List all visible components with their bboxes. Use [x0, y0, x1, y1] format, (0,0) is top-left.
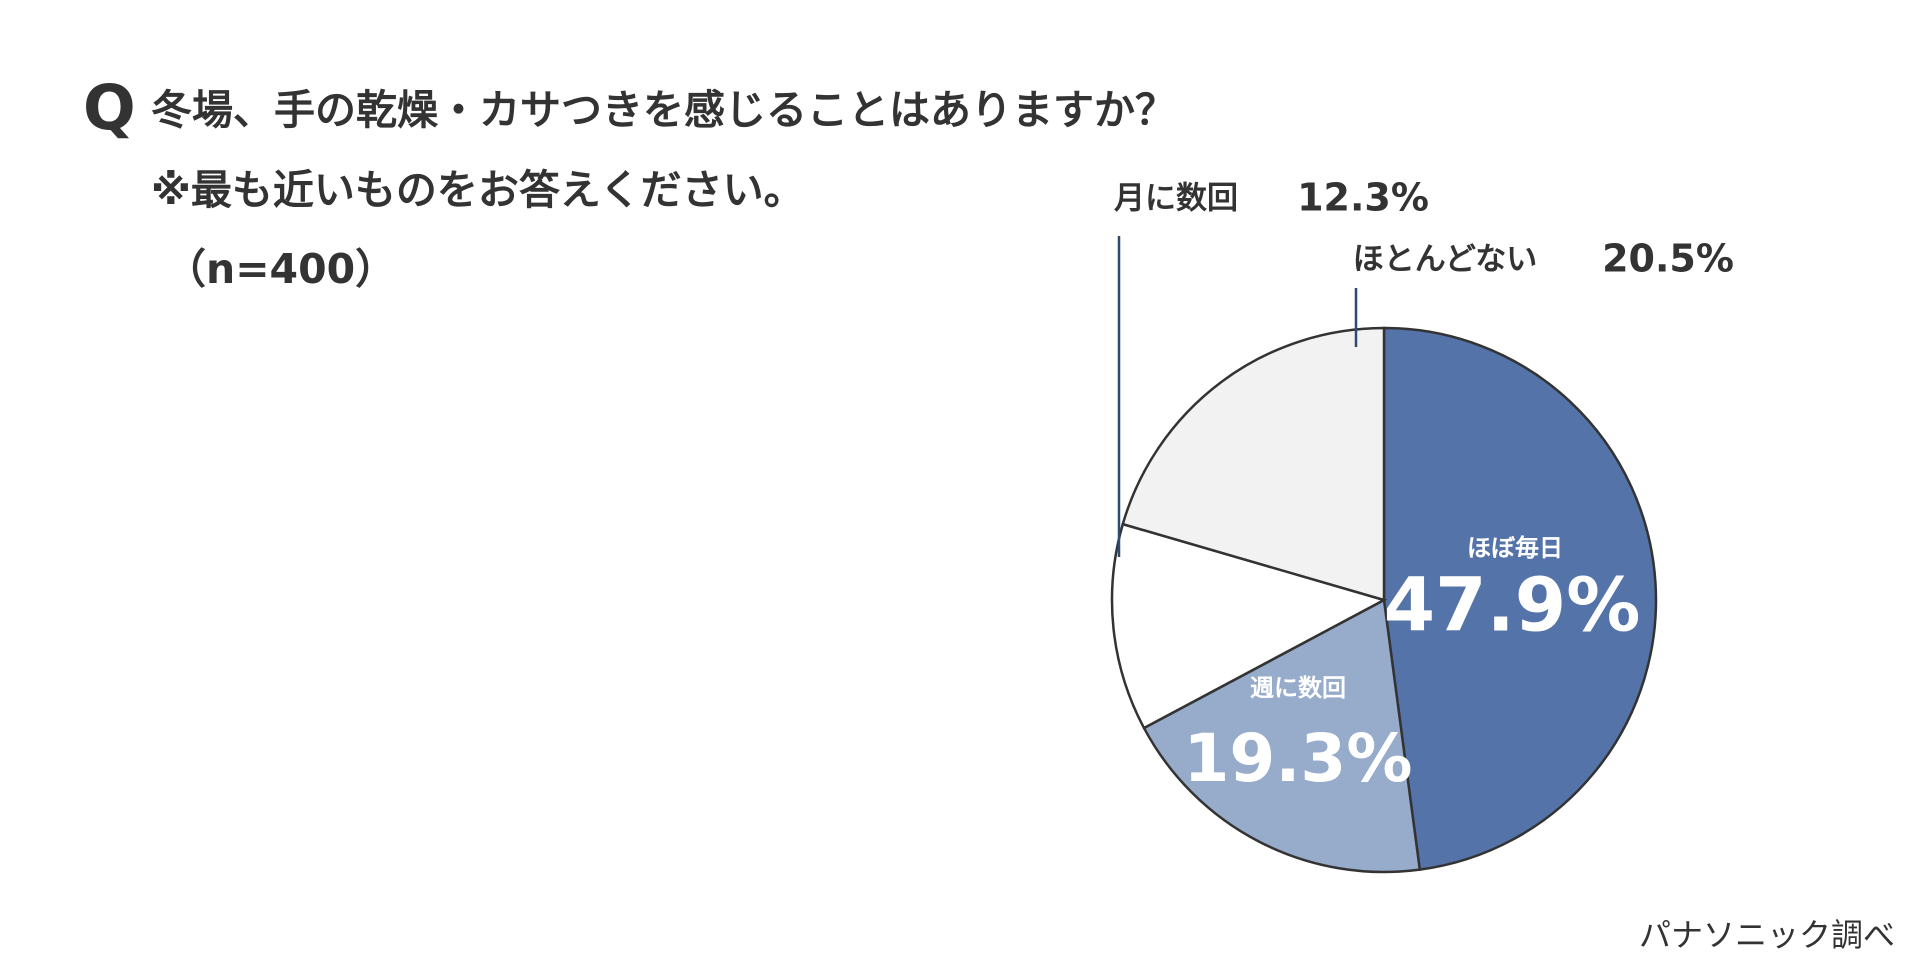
note: ※最も近いものをお答えください。 — [151, 166, 805, 214]
slice-label: ほぼ毎日 — [1467, 534, 1563, 562]
value-label: 20.5% — [1602, 237, 1734, 281]
value-label: 19.3% — [1184, 720, 1413, 797]
slice-label: 月に数回 — [1114, 181, 1238, 217]
pie-slice — [1142, 598, 1422, 874]
slice-label: 週に数回 — [1250, 674, 1346, 702]
title-marker: Q — [83, 71, 136, 144]
pie-slice — [1382, 326, 1658, 872]
value-label: 12.3% — [1297, 176, 1429, 220]
slice-label: ほとんどない — [1353, 242, 1537, 278]
pie-slice — [1121, 326, 1386, 602]
note: （n=400） — [165, 245, 396, 293]
value-label: 47.9% — [1384, 563, 1641, 649]
chart-title: 冬場、手の乾燥・カサつきを感じることはありますか？ — [151, 86, 1176, 134]
source: パナソニック調べ — [1639, 916, 1895, 954]
